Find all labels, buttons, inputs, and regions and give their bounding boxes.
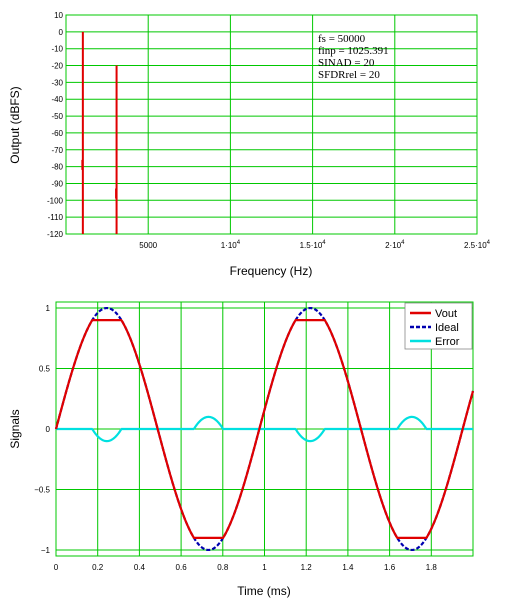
signals-x-tick-label: 0.2 bbox=[92, 563, 104, 572]
signals-x-tick-label: 1 bbox=[262, 563, 267, 572]
spectrum-x-axis-label: Frequency (Hz) bbox=[230, 264, 313, 278]
signals-y-tick-label: 0 bbox=[46, 425, 51, 434]
signals-x-tick-label: 0.8 bbox=[217, 563, 229, 572]
spectrum-annotation: SFDRrel = 20 bbox=[318, 69, 380, 81]
spectrum-x-tick-label: 1·104 bbox=[221, 240, 241, 250]
spectrum-x-tick-label: 1.5·104 bbox=[300, 240, 327, 250]
signals-x-tick-label: 0.6 bbox=[176, 563, 188, 572]
spectrum-y-tick-label: -120 bbox=[47, 230, 64, 239]
series-error-line bbox=[56, 415, 473, 443]
spectrum-y-tick-label: -40 bbox=[51, 95, 63, 104]
spectrum-y-tick-label: -10 bbox=[51, 45, 63, 54]
spectrum-spikes bbox=[81, 31, 118, 234]
signals-y-tick-label: −1 bbox=[41, 546, 51, 555]
spectrum-y-tick-label: -100 bbox=[47, 196, 64, 205]
spectrum-annotation: fs = 50000 bbox=[318, 33, 366, 45]
signals-x-axis-label: Time (ms) bbox=[237, 584, 291, 598]
legend-label-ideal: Ideal bbox=[435, 322, 459, 334]
legend-label-vout: Vout bbox=[435, 308, 457, 320]
spectrum-y-tick-label: 0 bbox=[59, 28, 64, 37]
spectrum-y-tick-label: -50 bbox=[51, 112, 63, 121]
signals-y-tick-label: −0.5 bbox=[34, 485, 50, 494]
spectrum-y-tick-label: -90 bbox=[51, 179, 63, 188]
signals-x-tick-label: 0.4 bbox=[134, 563, 146, 572]
spectrum-plot-area bbox=[66, 15, 477, 234]
spectrum-y-axis-label: Output (dBFS) bbox=[8, 86, 22, 163]
signals-lines bbox=[54, 306, 475, 552]
signals-x-tick-label: 1.2 bbox=[301, 563, 313, 572]
spectrum-y-tick-label: 10 bbox=[54, 11, 63, 20]
signals-y-tick-label: 0.5 bbox=[39, 365, 51, 374]
signals-x-tick-label: 1.6 bbox=[384, 563, 396, 572]
spectrum-x-tick-label: 2·104 bbox=[385, 240, 405, 250]
signals-chart: 1 0.5 0 −0.5 −1 0 0.2 0.4 0.6 0.8 1 1.2 1.4 1.6 1.8 V… bbox=[8, 301, 475, 598]
signals-x-tick-label: 1.8 bbox=[426, 563, 438, 572]
spectrum-x-tick-label: 2.5·104 bbox=[464, 240, 491, 250]
signals-x-tick-label: 1.4 bbox=[342, 563, 354, 572]
series-vout-line bbox=[54, 319, 475, 539]
signals-y-tick-label: 1 bbox=[46, 304, 51, 313]
signals-x-ticks: 0 0.2 0.4 0.6 0.8 1 1.2 1.4 1.6 1.8 bbox=[54, 563, 438, 572]
legend-label-error: Error bbox=[435, 336, 460, 348]
spectrum-y-tick-label: -30 bbox=[51, 78, 63, 87]
spectrum-x-ticks: 5000 1·104 1.5·104 2·104 2.5·104 bbox=[139, 240, 490, 250]
spectrum-frame bbox=[65, 14, 478, 235]
spectrum-grid bbox=[65, 14, 478, 235]
signals-x-tick-label: 0 bbox=[54, 563, 59, 572]
spectrum-y-tick-label: -80 bbox=[51, 163, 63, 172]
spectrum-annotation: finp = 1025.391 bbox=[318, 45, 389, 57]
spectrum-y-ticks: 10 0 -10 -20 -30 -40 -50 -60 -70 -80 -90 -100 -110 -1… bbox=[47, 11, 64, 239]
spectrum-y-tick-label: -110 bbox=[48, 213, 64, 222]
spectrum-annotation: SINAD = 20 bbox=[318, 57, 375, 69]
legend: Vout Ideal Error bbox=[404, 302, 473, 350]
spectrum-y-tick-label: -60 bbox=[51, 129, 63, 138]
signals-y-ticks: 1 0.5 0 −0.5 −1 bbox=[34, 304, 50, 555]
spectrum-x-tick-label: 5000 bbox=[139, 241, 157, 250]
signals-y-axis-label: Signals bbox=[8, 409, 22, 448]
spectrum-chart: 10 0 -10 -20 -30 -40 -50 -60 -70 -80 -90 -100 -110 -1… bbox=[8, 11, 491, 278]
spectrum-y-tick-label: -20 bbox=[51, 62, 63, 71]
spectrum-y-tick-label: -70 bbox=[51, 146, 63, 155]
